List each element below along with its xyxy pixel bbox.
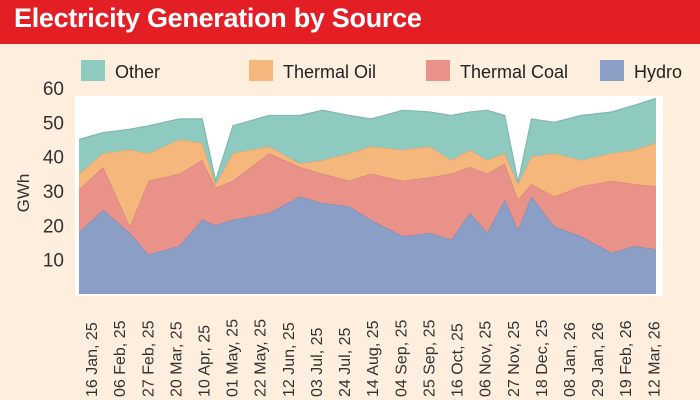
legend-label: Thermal Coal xyxy=(460,62,568,82)
x-tick-label: 14 Aug, 25 xyxy=(365,320,382,397)
x-tick-label: 19 Feb, 26 xyxy=(618,320,635,397)
area-thermal-oil xyxy=(79,139,656,227)
legend-label: Thermal Oil xyxy=(283,62,376,82)
x-tick-label: 16 Oct, 25 xyxy=(450,323,467,397)
x-tick-label: 27 Nov, 25 xyxy=(506,321,523,397)
y-tick-label: 30 xyxy=(43,182,64,203)
x-tick-label: 08 Jan, 26 xyxy=(562,322,579,397)
title-bar: Electricity Generation by Source xyxy=(0,0,700,44)
chart-title: Electricity Generation by Source xyxy=(14,3,422,33)
x-tick-label: 12 Jun, 25 xyxy=(281,322,298,397)
x-tick-label: 27 Feb, 25 xyxy=(140,320,157,397)
x-tick-label: 06 Feb, 25 xyxy=(112,320,129,397)
legend-swatch-other xyxy=(81,60,105,81)
x-tick-label: 25 Sep, 25 xyxy=(421,320,438,398)
x-tick-label: 12 Mar, 26 xyxy=(646,321,663,397)
legend-swatch-thermal-oil xyxy=(249,60,273,81)
x-tick-label: 29 Jan, 26 xyxy=(590,322,607,397)
legend-swatch-thermal-coal xyxy=(426,60,450,81)
x-tick-label: 16 Jan, 25 xyxy=(84,322,101,397)
y-tick-label: 40 xyxy=(43,148,64,169)
area-thermal-coal xyxy=(79,153,656,255)
y-tick-label: 60 xyxy=(43,79,64,100)
area-hydro xyxy=(79,196,656,294)
x-tick-label: 01 May, 25 xyxy=(225,319,242,397)
x-tick-label: 18 Dec, 25 xyxy=(534,320,551,397)
y-tick-label: 10 xyxy=(43,251,64,272)
legend-label: Other xyxy=(115,62,160,82)
x-tick-label: 06 Nov, 25 xyxy=(478,321,495,397)
y-axis-label: GWh xyxy=(14,174,33,213)
legend-label: Hydro xyxy=(634,62,682,82)
x-tick-label: 04 Sep, 25 xyxy=(393,320,410,398)
line-other xyxy=(78,97,657,184)
y-tick-label: 20 xyxy=(43,216,64,237)
legend-swatch-hydro xyxy=(600,60,624,81)
x-tick-label: 10 Apr, 25 xyxy=(197,325,214,397)
y-tick-label: 50 xyxy=(43,113,64,134)
x-tick-label: 20 Mar, 25 xyxy=(168,321,185,397)
area-other xyxy=(79,98,656,185)
x-tick-label: 22 May, 25 xyxy=(253,319,270,397)
x-tick-label: 24 Jul, 25 xyxy=(337,328,354,397)
x-tick-label: 03 Jul, 25 xyxy=(309,328,326,397)
